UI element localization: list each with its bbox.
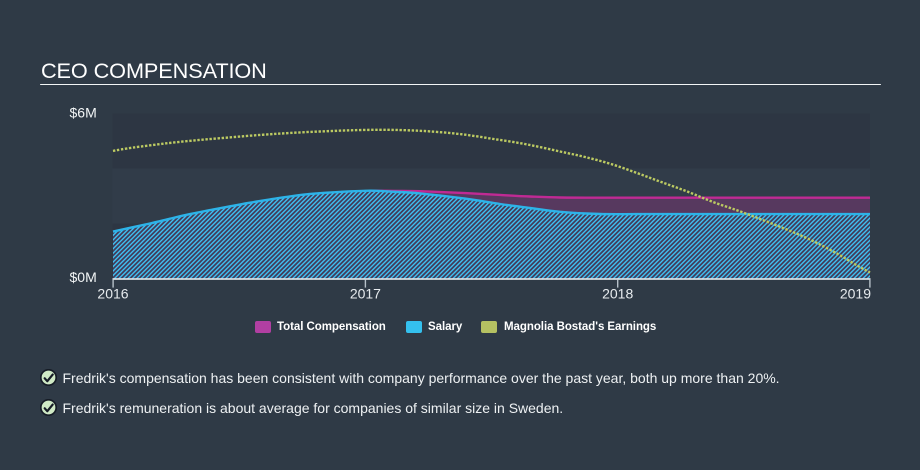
svg-text:$0M: $0M	[70, 269, 97, 285]
svg-text:2018: 2018	[602, 285, 633, 301]
svg-text:$6M: $6M	[70, 105, 97, 121]
svg-text:2016: 2016	[97, 285, 128, 301]
svg-text:2017: 2017	[350, 285, 381, 301]
svg-text:2019: 2019	[840, 285, 871, 301]
